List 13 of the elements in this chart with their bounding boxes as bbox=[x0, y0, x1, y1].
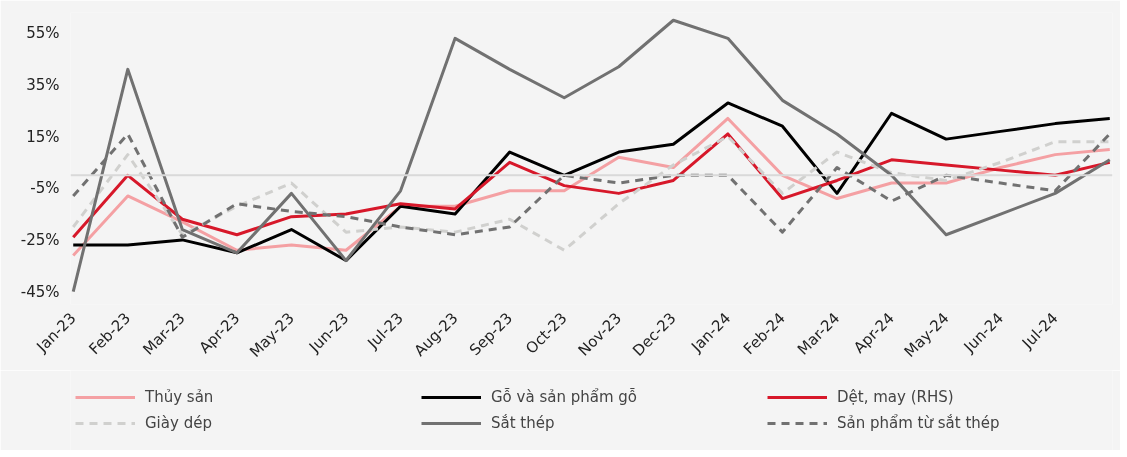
legend-label: Thủy sản bbox=[145, 387, 215, 407]
y-tick-label: 55% bbox=[26, 24, 60, 43]
y-tick-label: -5% bbox=[30, 179, 60, 198]
legend-label: Sản phẩm từ sắt thép bbox=[837, 413, 1001, 433]
line-series bbox=[71, 18, 1112, 294]
legend-label: Gỗ và sản phẩm gỗ bbox=[491, 387, 638, 407]
y-tick-label: 35% bbox=[26, 75, 60, 94]
legend-label: Dệt, may (RHS) bbox=[837, 387, 955, 407]
y-tick-label: -25% bbox=[20, 230, 60, 249]
y-tick-label: -45% bbox=[20, 282, 60, 301]
y-tick-label: 15% bbox=[26, 127, 60, 146]
legend-label: Giày dép bbox=[145, 413, 213, 433]
legend-label: Sắt thép bbox=[491, 413, 556, 433]
